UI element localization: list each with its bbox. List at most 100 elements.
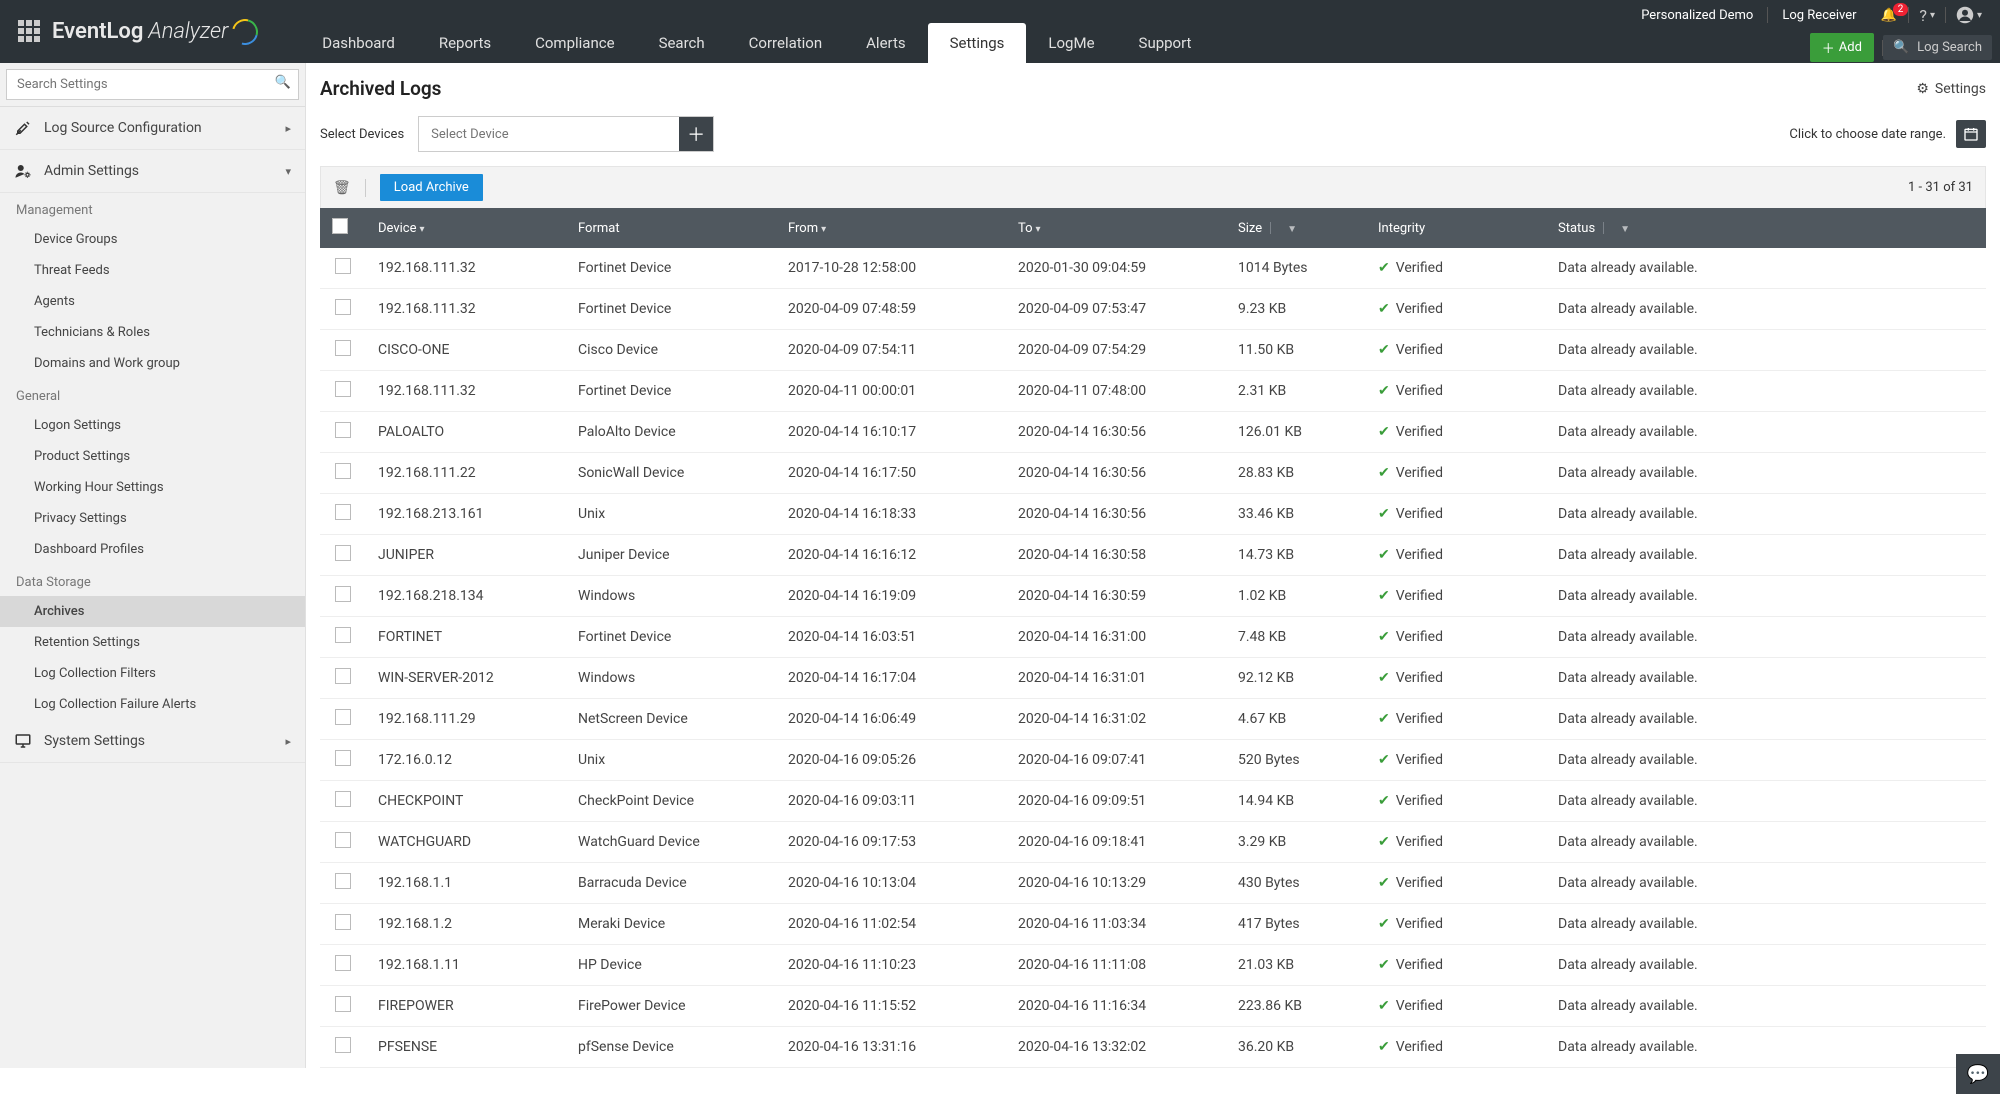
page-settings-link[interactable]: ⚙ Settings — [1916, 81, 1986, 97]
th-status[interactable]: Status▼ — [1546, 208, 1986, 248]
sidebar-item-threat-feeds[interactable]: Threat Feeds — [0, 255, 305, 286]
cell-integrity: ✔Verified — [1366, 781, 1546, 822]
row-checkbox[interactable] — [335, 299, 351, 315]
th-device[interactable]: Device▾ — [366, 208, 566, 248]
sidebar-item-dashboard-profiles[interactable]: Dashboard Profiles — [0, 534, 305, 565]
th-integrity[interactable]: Integrity — [1366, 208, 1546, 248]
topbar-right: Personalized Demo Log Receiver 🔔 2 ? ▾ ▾… — [1437, 0, 2000, 63]
table-row: 192.168.213.161Unix2020-04-14 16:18:3320… — [320, 494, 1986, 535]
row-checkbox[interactable] — [335, 1037, 351, 1053]
sidebar-item-privacy-settings[interactable]: Privacy Settings — [0, 503, 305, 534]
row-checkbox[interactable] — [335, 381, 351, 397]
topnav-item-correlation[interactable]: Correlation — [727, 23, 845, 63]
sidebar-cat-admin-settings[interactable]: Admin Settings — [0, 150, 305, 193]
device-select-input[interactable] — [419, 118, 679, 151]
sidebar-item-logon-settings[interactable]: Logon Settings — [0, 410, 305, 441]
table-row: 192.168.111.29NetScreen Device2020-04-14… — [320, 699, 1986, 740]
logo-swoosh-icon — [228, 14, 264, 50]
cell-to: 2020-04-16 09:18:41 — [1006, 822, 1226, 863]
row-checkbox[interactable] — [335, 504, 351, 520]
help-icon[interactable]: ? ▾ — [1909, 6, 1945, 25]
th-format[interactable]: Format — [566, 208, 776, 248]
cell-device: FIREPOWER — [366, 986, 566, 1027]
cell-size: 430 Bytes — [1226, 863, 1366, 904]
sidebar-item-technicians-&-roles[interactable]: Technicians & Roles — [0, 317, 305, 348]
log-search[interactable]: 🔍 Log Search — [1883, 35, 1992, 60]
cell-from: 2020-04-16 09:03:11 — [776, 781, 1006, 822]
th-size[interactable]: Size▼ — [1226, 208, 1366, 248]
load-archive-button[interactable]: Load Archive — [380, 174, 483, 201]
check-icon: ✔ — [1378, 547, 1390, 563]
row-checkbox[interactable] — [335, 668, 351, 684]
row-checkbox[interactable] — [335, 791, 351, 807]
table-row: WATCHGUARDWatchGuard Device2020-04-16 09… — [320, 822, 1986, 863]
sidebar-item-retention-settings[interactable]: Retention Settings — [0, 627, 305, 658]
cell-size: 92.12 KB — [1226, 658, 1366, 699]
chat-button[interactable]: 💬 — [1956, 1054, 2000, 1094]
sidebar-item-log-collection-failure-alerts[interactable]: Log Collection Failure Alerts — [0, 689, 305, 720]
cell-from: 2020-04-16 11:02:54 — [776, 904, 1006, 945]
row-checkbox[interactable] — [335, 873, 351, 889]
table-toolbar: 🗑 Load Archive 1 - 31 of 31 — [320, 166, 1986, 208]
sidebar-cat-system-settings[interactable]: System Settings — [0, 720, 305, 763]
sidebar-item-working-hour-settings[interactable]: Working Hour Settings — [0, 472, 305, 503]
notification-count[interactable]: 2 — [1893, 3, 1909, 16]
archives-table: Device▾ Format From▾ To▾ Size▼ Integrity… — [320, 208, 1986, 1068]
row-checkbox[interactable] — [335, 914, 351, 930]
row-checkbox[interactable] — [335, 422, 351, 438]
sidebar-cat-log-source-configuration[interactable]: Log Source Configuration — [0, 107, 305, 150]
sidebar-search-input[interactable] — [6, 69, 299, 100]
topnav-item-search[interactable]: Search — [637, 23, 727, 63]
row-checkbox[interactable] — [335, 627, 351, 643]
delete-button[interactable]: 🗑 — [333, 180, 351, 196]
row-checkbox[interactable] — [335, 750, 351, 766]
sidebar-item-domains-and-work-group[interactable]: Domains and Work group — [0, 348, 305, 379]
row-checkbox[interactable] — [335, 258, 351, 274]
check-icon: ✔ — [1378, 383, 1390, 399]
log-receiver-link[interactable]: Log Receiver — [1768, 8, 1870, 23]
row-checkbox[interactable] — [335, 832, 351, 848]
cell-from: 2020-04-16 10:13:04 — [776, 863, 1006, 904]
cell-status: Data already available. — [1546, 986, 1986, 1027]
topnav-item-logme[interactable]: LogMe — [1026, 23, 1116, 63]
row-checkbox[interactable] — [335, 586, 351, 602]
select-all-checkbox[interactable] — [332, 218, 348, 234]
log-search-placeholder: Log Search — [1917, 40, 1982, 55]
sidebar-item-archives[interactable]: Archives — [0, 596, 305, 627]
add-device-button[interactable]: ＋ — [679, 117, 713, 151]
topnav-item-compliance[interactable]: Compliance — [513, 23, 636, 63]
add-button[interactable]: ＋ Add — [1810, 33, 1874, 62]
cell-device: 192.168.111.32 — [366, 371, 566, 412]
topnav-item-alerts[interactable]: Alerts — [844, 23, 928, 63]
user-menu[interactable]: ▾ — [1946, 6, 1992, 24]
row-checkbox[interactable] — [335, 340, 351, 356]
sidebar-item-agents[interactable]: Agents — [0, 286, 305, 317]
th-from[interactable]: From▾ — [776, 208, 1006, 248]
cell-size: 36.20 KB — [1226, 1027, 1366, 1068]
sidebar-item-product-settings[interactable]: Product Settings — [0, 441, 305, 472]
row-checkbox[interactable] — [335, 709, 351, 725]
cell-status: Data already available. — [1546, 945, 1986, 986]
row-checkbox[interactable] — [335, 463, 351, 479]
row-checkbox[interactable] — [335, 996, 351, 1012]
cell-format: Fortinet Device — [566, 617, 776, 658]
apps-grid-icon[interactable] — [18, 20, 42, 44]
cell-device: FORTINET — [366, 617, 566, 658]
th-to[interactable]: To▾ — [1006, 208, 1226, 248]
sidebar-item-log-collection-filters[interactable]: Log Collection Filters — [0, 658, 305, 689]
logo[interactable]: EventLog Analyzer — [52, 19, 258, 45]
cell-device: WATCHGUARD — [366, 822, 566, 863]
check-icon: ✔ — [1378, 998, 1390, 1014]
personalized-demo-link[interactable]: Personalized Demo — [1627, 8, 1767, 23]
row-checkbox[interactable] — [335, 545, 351, 561]
topnav-item-support[interactable]: Support — [1117, 23, 1214, 63]
topnav-item-settings[interactable]: Settings — [928, 23, 1027, 63]
sidebar-item-device-groups[interactable]: Device Groups — [0, 224, 305, 255]
cell-size: 1014 Bytes — [1226, 248, 1366, 289]
cell-to: 2020-04-14 16:31:02 — [1006, 699, 1226, 740]
topnav-item-dashboard[interactable]: Dashboard — [300, 23, 417, 63]
table-row: 192.168.1.1Barracuda Device2020-04-16 10… — [320, 863, 1986, 904]
row-checkbox[interactable] — [335, 955, 351, 971]
calendar-button[interactable] — [1956, 120, 1986, 148]
topnav-item-reports[interactable]: Reports — [417, 23, 513, 63]
